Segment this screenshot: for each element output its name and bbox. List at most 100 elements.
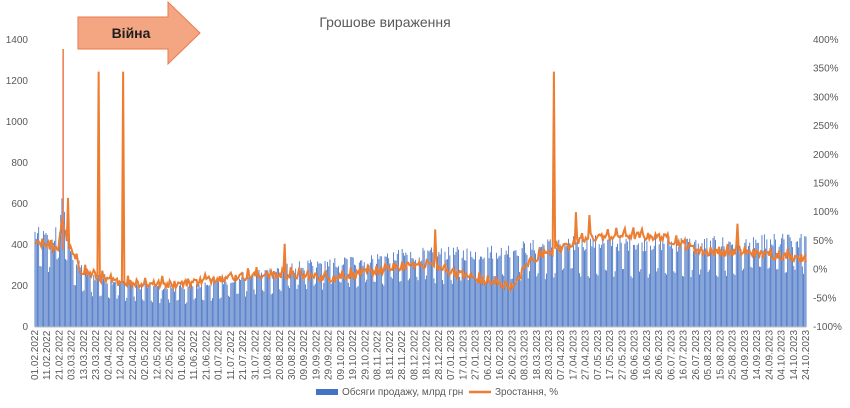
legend-label-growth: Зростання, % xyxy=(495,387,558,398)
x-tick-label: 27.05.2023 xyxy=(617,330,628,380)
sales-bar xyxy=(735,247,737,327)
war-label: Війна xyxy=(112,25,151,41)
sales-bar xyxy=(79,267,81,327)
sales-bar xyxy=(182,285,184,327)
sales-bar xyxy=(585,249,587,327)
sales-bar xyxy=(400,280,402,327)
sales-bar xyxy=(281,270,283,327)
sales-bar xyxy=(347,282,349,327)
sales-bar xyxy=(702,249,704,327)
sales-bar xyxy=(190,285,191,327)
sales-bar xyxy=(131,285,133,327)
sales-bar xyxy=(103,278,104,327)
sales-bar xyxy=(737,235,738,327)
sales-bar xyxy=(418,257,420,327)
x-tick-label: 24.09.2023 xyxy=(764,330,775,380)
sales-bar xyxy=(292,270,294,327)
sales-bar xyxy=(772,245,774,327)
x-tick-label: 16.06.2023 xyxy=(642,330,653,380)
x-tick-label: 11.02.2022 xyxy=(42,330,53,380)
sales-bar xyxy=(312,265,314,327)
sales-bar xyxy=(680,238,682,327)
sales-bar xyxy=(484,282,486,327)
sales-bar xyxy=(231,282,233,327)
x-tick-label: 22.05.2022 xyxy=(165,330,176,380)
x-tick-label: 14.09.2023 xyxy=(752,330,763,380)
sales-bar xyxy=(767,268,769,327)
sales-bar xyxy=(205,285,207,327)
sales-bar xyxy=(493,276,495,327)
sales-bar xyxy=(84,266,86,327)
sales-bar xyxy=(760,266,762,327)
sales-bar xyxy=(437,256,439,327)
sales-bar xyxy=(519,272,521,327)
sales-bar xyxy=(422,247,424,327)
sales-bar xyxy=(294,272,295,327)
sales-bar xyxy=(683,276,685,327)
sales-bar xyxy=(114,282,115,327)
sales-bar xyxy=(141,284,142,327)
sales-bar xyxy=(663,243,665,327)
sales-bar xyxy=(774,239,776,327)
sales-bar xyxy=(242,272,244,327)
sales-bar xyxy=(94,280,96,327)
sales-bar xyxy=(574,250,576,327)
sales-bar xyxy=(748,245,749,327)
sales-bar xyxy=(318,263,320,327)
x-tick-label: 26.06.2023 xyxy=(654,330,665,380)
sales-bar xyxy=(533,250,535,327)
sales-bar xyxy=(625,238,627,327)
x-tick-label: 06.07.2023 xyxy=(666,330,677,380)
sales-bar xyxy=(188,285,190,327)
sales-bar xyxy=(72,259,74,327)
sales-bar xyxy=(56,259,58,327)
sales-bar xyxy=(66,260,68,327)
sales-bar xyxy=(424,279,426,327)
sales-bar xyxy=(65,258,67,327)
sales-bar xyxy=(271,293,273,327)
x-tick-label: 07.04.2023 xyxy=(556,330,567,380)
sales-bar xyxy=(766,239,768,327)
left-tick-label: 400 xyxy=(11,240,28,251)
sales-bar xyxy=(506,254,508,327)
sales-bar xyxy=(187,286,189,327)
sales-bar xyxy=(175,289,177,327)
sales-bar xyxy=(470,251,472,327)
sales-bar xyxy=(165,284,167,327)
sales-bar xyxy=(551,247,552,327)
left-tick-label: 800 xyxy=(11,158,28,169)
sales-bar xyxy=(283,270,284,327)
sales-bar xyxy=(89,270,91,327)
sales-bar xyxy=(674,272,676,327)
sales-bar xyxy=(694,241,696,327)
x-tick-label: 04.09.2023 xyxy=(740,330,751,380)
sales-bar xyxy=(584,250,585,327)
sales-bar xyxy=(145,284,147,327)
x-tick-label: 02.05.2022 xyxy=(140,330,151,380)
sales-bar xyxy=(516,255,518,327)
sales-bar xyxy=(344,257,346,327)
sales-bar xyxy=(706,238,708,327)
sales-bar xyxy=(104,273,106,327)
sales-bar xyxy=(290,269,292,327)
sales-bar xyxy=(215,282,217,327)
sales-bar xyxy=(733,273,735,327)
sales-bar xyxy=(335,266,337,327)
sales-bar xyxy=(535,253,536,327)
sales-bar xyxy=(278,268,279,327)
sales-bar xyxy=(404,255,406,327)
sales-bar xyxy=(333,262,335,327)
sales-bar xyxy=(305,284,306,327)
sales-bar xyxy=(521,248,523,327)
sales-bar xyxy=(93,275,95,327)
sales-bar xyxy=(196,284,197,327)
x-tick-label: 11.07.2022 xyxy=(226,330,237,380)
sales-bar xyxy=(219,298,221,327)
sales-bar xyxy=(787,234,789,327)
sales-bar xyxy=(191,285,193,327)
sales-bar xyxy=(74,285,76,327)
sales-bar xyxy=(573,236,574,327)
sales-bar xyxy=(678,246,680,327)
sales-bar xyxy=(155,283,157,327)
sales-bar xyxy=(309,259,311,327)
